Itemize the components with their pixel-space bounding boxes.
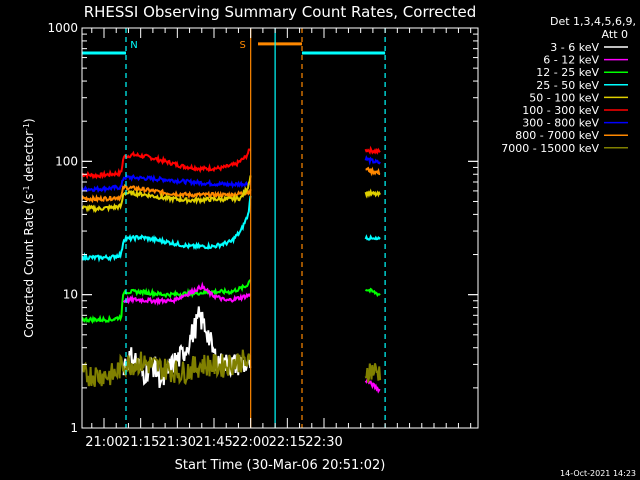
y-tick-label-1: 10 (63, 288, 78, 302)
series-trace-6 (82, 175, 252, 214)
legend-label-4: 50 - 100 keV (529, 91, 599, 104)
y-tick-label-2: 100 (55, 154, 78, 168)
y-axis-label-end: ) (22, 118, 36, 123)
legend-label-2: 12 - 25 keV (536, 66, 599, 79)
series-trace-11 (364, 287, 381, 298)
x-tick-label-2: 21:30 (159, 435, 196, 450)
y-tick-label-0: 1 (70, 421, 78, 435)
y-axis-label-main: Corrected Count Rate (s (22, 193, 36, 337)
series-trace-0 (82, 148, 252, 180)
series-trace-10 (82, 279, 252, 325)
y-tick-label-3: 1000 (47, 21, 78, 35)
legend-label-1: 6 - 12 keV (543, 54, 599, 67)
plot-frame (81, 27, 479, 429)
legend-label-7: 800 - 7000 keV (515, 129, 599, 142)
x-tick-label-5: 22:15 (269, 435, 306, 450)
series-trace-15 (82, 349, 251, 387)
data-layer (82, 28, 386, 428)
series-trace-7 (364, 188, 381, 199)
chart-title: RHESSI Observing Summary Count Rates, Co… (84, 3, 477, 21)
y-axis-label-sup1: -1 (22, 185, 31, 193)
series-trace-5 (365, 166, 381, 177)
y-axis-label-sup2: -1 (22, 123, 31, 131)
legend-title-attenuator: Att 0 (602, 28, 628, 41)
marker-label-1: S (239, 40, 245, 51)
y-axis-label-mid: detector (22, 131, 36, 186)
series-trace-9 (364, 234, 381, 241)
series-trace-4 (82, 183, 252, 204)
x-tick-label-3: 21:45 (195, 435, 232, 450)
series-trace-1 (364, 145, 381, 155)
legend-label-8: 7000 - 15000 keV (501, 142, 599, 155)
legend-label-3: 25 - 50 keV (536, 79, 599, 92)
series-trace-12 (122, 281, 252, 306)
series-trace-2 (82, 173, 251, 194)
x-tick-label-4: 22:00 (232, 435, 269, 450)
y-axis-label: Corrected Count Rate (s-1 detector-1) (22, 118, 37, 337)
legend-label-6: 300 - 800 keV (522, 117, 599, 130)
series-trace-3 (364, 154, 381, 166)
marker-label-0: N (130, 40, 137, 51)
series-trace-8 (82, 195, 252, 263)
footer-timestamp: 14-Oct-2021 14:23 (560, 469, 636, 478)
x-tick-label-1: 21:15 (122, 435, 159, 450)
x-axis-label: Start Time (30-Mar-06 20:51:02) (175, 458, 386, 473)
legend-title-detectors: Det 1,3,4,5,6,9, (550, 15, 636, 28)
legend-label-0: 3 - 6 keV (550, 41, 599, 54)
legend-label-5: 100 - 300 keV (522, 104, 599, 117)
series-trace-16 (364, 363, 382, 383)
x-tick-label-6: 22:30 (305, 435, 342, 450)
x-tick-label-0: 21:00 (85, 435, 122, 450)
